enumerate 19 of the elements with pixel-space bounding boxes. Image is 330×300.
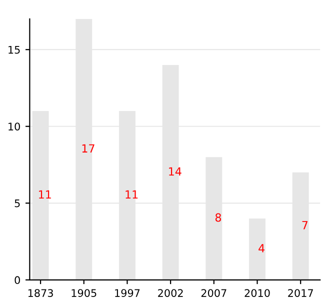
x-tick-label: 1997 — [115, 289, 140, 297]
y-tick-label: 5 — [14, 200, 20, 208]
x-tick-label: 1873 — [28, 289, 53, 297]
bar — [249, 218, 266, 280]
data-label: 4 — [258, 244, 264, 252]
data-label: 7 — [302, 221, 308, 230]
y-tick-label: 0 — [14, 276, 20, 284]
x-tick-label: 2007 — [201, 289, 226, 297]
x-tick-label: 2010 — [244, 289, 270, 297]
data-label: 14 — [169, 167, 182, 176]
y-tick-label: 10 — [8, 122, 20, 130]
data-label: 8 — [215, 213, 222, 222]
data-label: 11 — [39, 190, 51, 199]
y-tick-label: 15 — [8, 46, 20, 54]
data-label: 17 — [82, 144, 94, 152]
x-tick-label: 2017 — [288, 289, 313, 297]
x-tick-label: 1905 — [72, 289, 96, 297]
x-tick-label: 2002 — [158, 289, 183, 297]
data-label: 11 — [126, 190, 138, 199]
